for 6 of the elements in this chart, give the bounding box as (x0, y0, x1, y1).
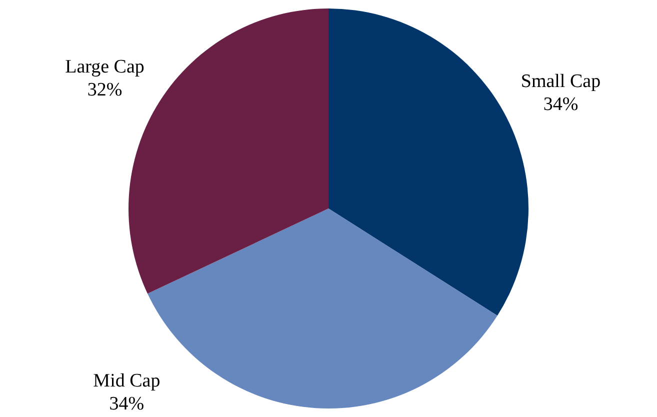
slice-label: Small Cap (520, 70, 601, 92)
data-label: 34% (109, 393, 144, 414)
slice-label: Mid Cap (93, 370, 160, 392)
slice-label: Large Cap (65, 56, 144, 78)
data-label: 34% (543, 94, 578, 115)
data-label: 32% (87, 80, 122, 101)
